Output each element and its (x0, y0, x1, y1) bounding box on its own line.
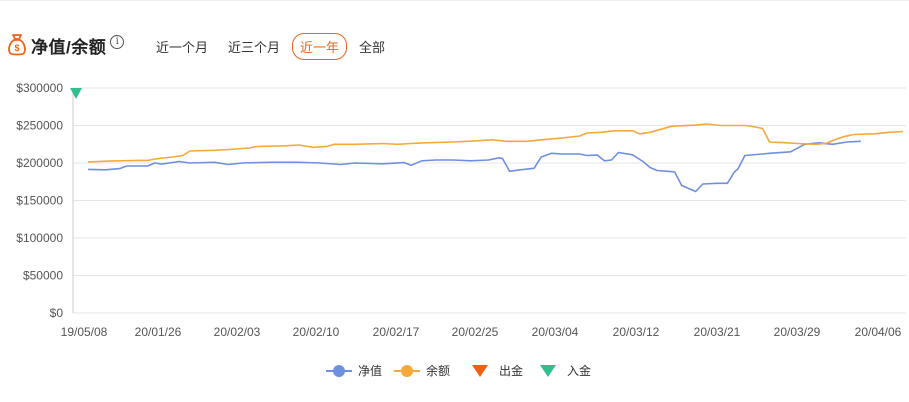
legend-net-value[interactable]: 净值 (326, 363, 382, 378)
legend-marker (333, 365, 345, 377)
x-tick-label: 20/02/17 (373, 325, 420, 339)
top-border (0, 0, 909, 1)
info-icon[interactable]: i (110, 35, 125, 49)
legend-deposit[interactable]: 入金 (540, 363, 591, 378)
x-tick-label: 20/01/26 (135, 325, 182, 339)
y-tick-label: $300000 (16, 81, 63, 95)
x-tick-label: 20/03/29 (774, 325, 821, 339)
x-tick-label: 20/03/12 (613, 325, 660, 339)
y-tick-label: $50000 (23, 269, 63, 283)
y-tick-label: $200000 (16, 156, 63, 170)
legend-balance[interactable]: 余额 (394, 363, 450, 378)
x-tick-label: 20/03/04 (532, 325, 579, 339)
page-title: 净值/余额 (31, 37, 107, 57)
x-tick-label: 20/03/21 (694, 325, 741, 339)
legend-marker (472, 365, 488, 377)
deposit-marker (70, 88, 82, 99)
legend-label: 净值 (358, 363, 382, 378)
net-value-line (87, 140, 861, 193)
y-tick-label: $250000 (16, 119, 63, 133)
y-tick-label: $0 (50, 306, 64, 320)
tab-1-year[interactable]: 近一年 (292, 33, 348, 60)
y-tick-label: $100000 (16, 231, 63, 245)
legend-label: 余额 (426, 363, 450, 378)
x-tick-label: 19/05/08 (61, 325, 108, 339)
legend-label: 入金 (567, 363, 591, 378)
money-bag-icon: $ (8, 34, 26, 56)
x-tick-label: 20/02/03 (214, 325, 261, 339)
period-tabs: 近一个月 近三个月 近一年 全部 (148, 33, 397, 60)
x-tick-label: 20/02/10 (293, 325, 340, 339)
tab-3-months[interactable]: 近三个月 (228, 40, 281, 55)
x-tick-label: 20/02/25 (452, 325, 499, 339)
legend-marker (540, 365, 556, 377)
legend-withdraw[interactable]: 出金 (472, 363, 523, 378)
x-tick-label: 20/04/06 (855, 325, 902, 339)
legend-label: 出金 (499, 363, 523, 378)
tab-1-month[interactable]: 近一个月 (156, 40, 209, 55)
balance-line (87, 123, 904, 163)
legend-marker (401, 365, 413, 377)
chart-header: $ 净值/余额 i (8, 32, 125, 58)
tab-all[interactable]: 全部 (359, 40, 386, 55)
y-tick-label: $150000 (16, 194, 63, 208)
svg-text:$: $ (14, 43, 19, 53)
